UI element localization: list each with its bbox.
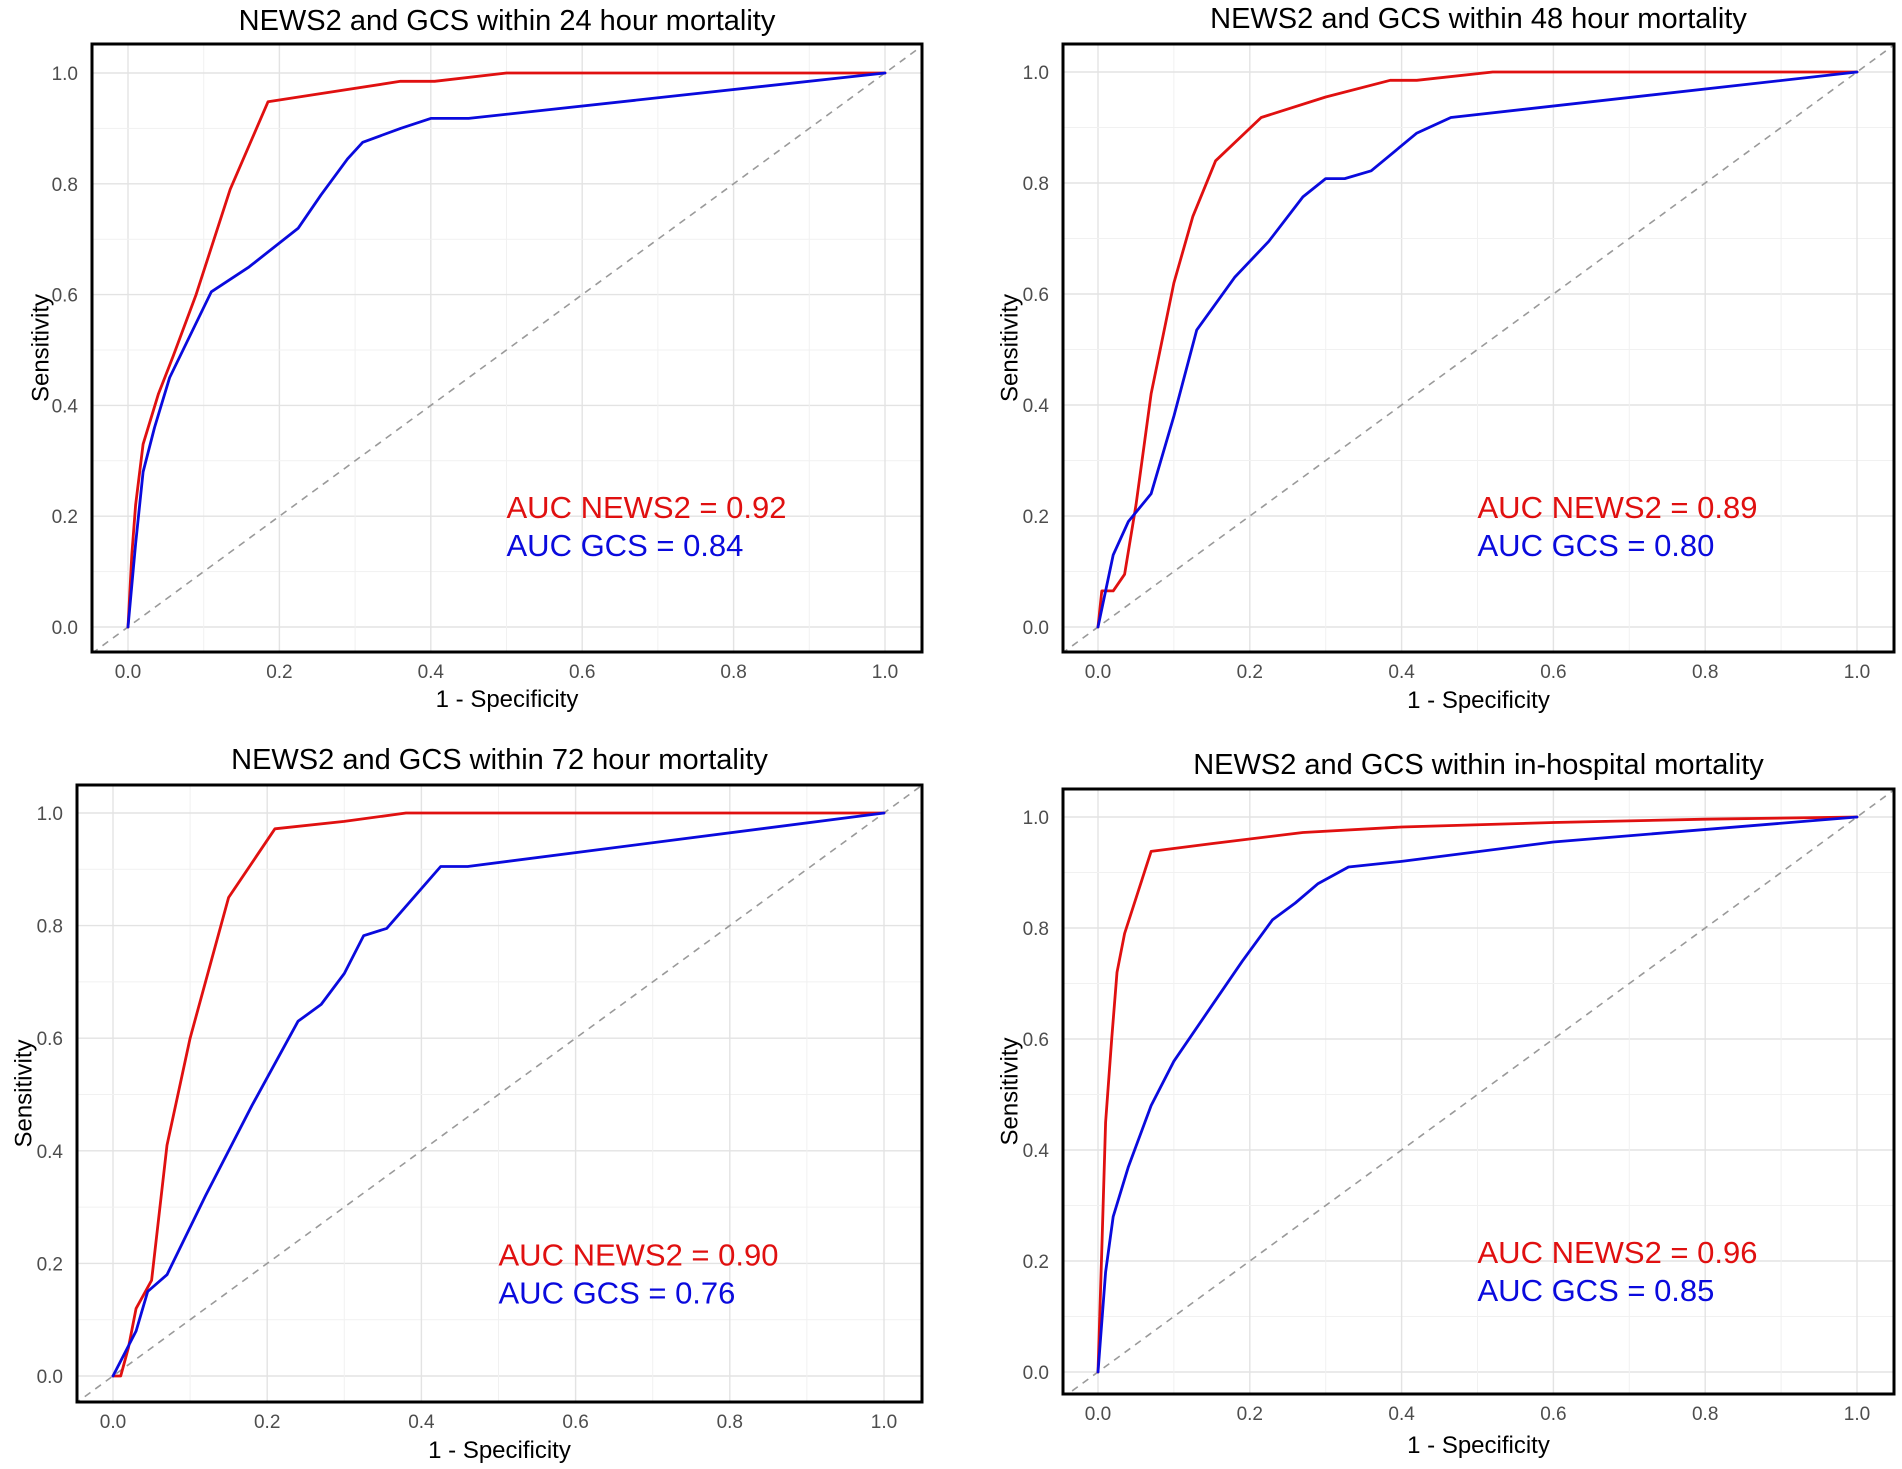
- x-tick-label: 0.8: [717, 1412, 743, 1433]
- y-tick-label: 0.0: [52, 618, 78, 639]
- y-tick-label: 0.8: [37, 917, 63, 938]
- y-tick-label: 0.8: [1023, 174, 1049, 195]
- roc-panel-72h: 0.0 0.2 0.4 0.6 0.8 1.0 0.0 0.2 0.4 0.6 0.8 1.0 NEWS…: [10, 744, 924, 1464]
- x-tick-label: 0.8: [1692, 662, 1718, 683]
- x-tick-label: 0.4: [418, 662, 445, 683]
- x-tick-label: 1.0: [1844, 1404, 1870, 1425]
- roc-panel-48h: 0.0 0.2 0.4 0.6 0.8 1.0 0.0 0.2 0.4 0.6 0.8 1.0 NEWS…: [996, 3, 1896, 714]
- y-tick-label: 0.6: [1023, 1030, 1049, 1051]
- x-axis-label: 1 - Specificity: [428, 1437, 571, 1464]
- y-tick-label: 1.0: [52, 64, 78, 85]
- x-tick-label: 0.4: [1388, 662, 1415, 683]
- roc-curve-news2: [1096, 70, 1859, 629]
- auc-gcs-annotation: AUC GCS = 0.76: [499, 1275, 736, 1310]
- x-tick-label: 0.6: [1540, 662, 1566, 683]
- auc-news2-annotation: AUC NEWS2 = 0.92: [507, 490, 787, 525]
- y-tick-label: 0.6: [52, 286, 78, 307]
- plot-frame: [1061, 787, 1896, 1396]
- y-axis-label: Sensitivity: [996, 1037, 1023, 1145]
- auc-gcs-annotation: AUC GCS = 0.80: [1478, 528, 1715, 563]
- x-axis-label: 1 - Specificity: [436, 686, 579, 713]
- y-tick-label: 0.2: [37, 1254, 63, 1275]
- roc-curve-gcs: [1096, 70, 1859, 629]
- reference-diagonal-line: [77, 785, 922, 1402]
- y-axis-label: Sensitivity: [996, 294, 1023, 402]
- x-tick-label: 0.6: [569, 662, 595, 683]
- x-tick-label: 0.2: [254, 1412, 280, 1433]
- y-tick-label: 0.4: [52, 396, 79, 417]
- plot-frame: [1061, 42, 1896, 654]
- y-axis-label: Sensitivity: [27, 294, 54, 402]
- auc-news2-annotation: AUC NEWS2 = 0.89: [1478, 490, 1758, 525]
- roc-curve-gcs: [1096, 815, 1859, 1374]
- y-tick-label: 0.2: [1023, 507, 1049, 528]
- x-tick-label: 0.8: [1692, 1404, 1718, 1425]
- y-tick-label: 1.0: [1023, 808, 1049, 829]
- chart-title: NEWS2 and GCS within 72 hour mortality: [231, 744, 768, 776]
- x-axis-label: 1 - Specificity: [1407, 687, 1550, 714]
- y-axis-label: Sensitivity: [10, 1039, 37, 1147]
- x-tick-label: 1.0: [872, 662, 898, 683]
- y-tick-label: 0.0: [37, 1367, 63, 1388]
- plot-frame: [75, 783, 924, 1404]
- x-tick-label: 0.0: [115, 662, 141, 683]
- x-tick-label: 0.6: [562, 1412, 588, 1433]
- y-tick-label: 0.6: [1023, 285, 1049, 306]
- plot-frame: [90, 42, 924, 654]
- chart-title: NEWS2 and GCS within in-hospital mortali…: [1193, 749, 1764, 781]
- gridlines: [78, 786, 921, 1401]
- roc-curve-news2: [111, 811, 886, 1378]
- roc-curve-gcs: [126, 71, 887, 629]
- x-tick-label: 0.0: [100, 1412, 126, 1433]
- x-tick-label: 0.6: [1540, 1404, 1566, 1425]
- x-tick-label: 0.0: [1085, 1404, 1111, 1425]
- auc-news2-annotation: AUC NEWS2 = 0.90: [499, 1237, 779, 1272]
- auc-news2-annotation: AUC NEWS2 = 0.96: [1478, 1235, 1758, 1270]
- chart-title: NEWS2 and GCS within 48 hour mortality: [1210, 3, 1747, 35]
- y-tick-label: 0.0: [1023, 1363, 1049, 1384]
- roc-curve-news2: [1096, 815, 1859, 1374]
- x-tick-label: 1.0: [1844, 662, 1870, 683]
- x-tick-label: 0.4: [408, 1412, 435, 1433]
- auc-gcs-annotation: AUC GCS = 0.85: [1478, 1273, 1715, 1308]
- x-axis-label: 1 - Specificity: [1407, 1432, 1550, 1459]
- y-tick-label: 0.4: [37, 1142, 64, 1163]
- reference-diagonal-line: [92, 44, 922, 652]
- x-tick-label: 1.0: [871, 1412, 897, 1433]
- y-tick-label: 1.0: [37, 804, 63, 825]
- roc-panel-24h: 0.0 0.2 0.4 0.6 0.8 1.0 0.0 0.2 0.4 0.6 0.8 1.0 NEWS…: [27, 5, 924, 713]
- y-tick-label: 0.0: [1023, 618, 1049, 639]
- y-tick-label: 0.4: [1023, 396, 1050, 417]
- y-tick-label: 0.8: [52, 175, 78, 196]
- y-tick-label: 1.0: [1023, 63, 1049, 84]
- y-tick-label: 0.2: [52, 507, 78, 528]
- roc-panel-in-hospital: 0.0 0.2 0.4 0.6 0.8 1.0 0.0 0.2 0.4 0.6 0.8 1.0 NEWS…: [996, 749, 1896, 1459]
- roc-curve-news2: [126, 71, 887, 629]
- y-tick-label: 0.2: [1023, 1252, 1049, 1273]
- x-tick-label: 0.2: [266, 662, 292, 683]
- gridlines: [1064, 790, 1893, 1393]
- reference-diagonal-line: [1066, 789, 1894, 1394]
- auc-gcs-annotation: AUC GCS = 0.84: [507, 528, 744, 563]
- x-tick-label: 0.4: [1388, 1404, 1415, 1425]
- y-tick-label: 0.8: [1023, 919, 1049, 940]
- y-tick-label: 0.6: [37, 1029, 63, 1050]
- reference-diagonal-line: [1063, 44, 1894, 652]
- gridlines: [1064, 45, 1893, 651]
- x-tick-label: 0.2: [1237, 662, 1263, 683]
- x-tick-label: 0.8: [720, 662, 746, 683]
- roc-curve-gcs: [111, 811, 886, 1378]
- x-tick-label: 0.2: [1237, 1404, 1263, 1425]
- y-tick-label: 0.4: [1023, 1141, 1050, 1162]
- chart-title: NEWS2 and GCS within 24 hour mortality: [239, 5, 776, 37]
- x-tick-label: 0.0: [1085, 662, 1111, 683]
